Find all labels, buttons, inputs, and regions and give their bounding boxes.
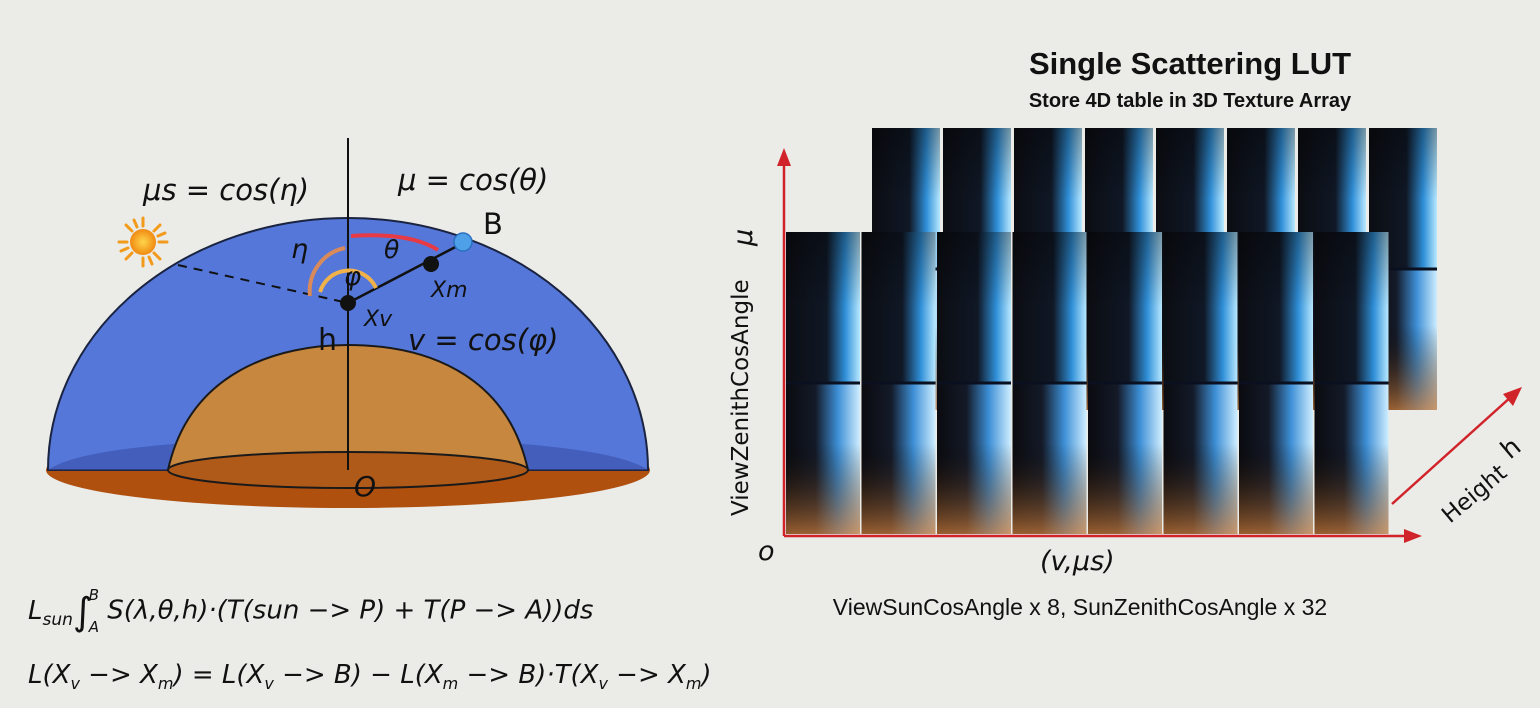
- point-xv: [340, 295, 356, 311]
- eta-arc: [307, 246, 346, 297]
- theta-label: θ: [384, 235, 399, 264]
- view-ray: [347, 240, 466, 305]
- mu-s-label: μs = cos(η): [142, 173, 309, 207]
- point-b-label: B: [483, 207, 503, 241]
- depth-axis-label: Height: [1437, 460, 1512, 529]
- phi-label: φ: [344, 262, 361, 292]
- depth-axis-arrowhead: [1503, 387, 1522, 406]
- integral-body: S(λ,θ,h)·(T(sun −> P) + T(P −> A))ds: [107, 595, 594, 626]
- lut-front-slices: [786, 232, 1389, 534]
- y-axis-symbol: μ: [728, 229, 759, 247]
- origin-label: O: [354, 470, 376, 503]
- atmosphere-diagram: μs = cos(η) μ = cos(θ) B η θ φ Xm Xv h v…: [46, 138, 650, 508]
- y-axis-label: ViewZenithCosAngle: [728, 279, 754, 516]
- depth-axis-symbol: h: [1495, 432, 1527, 466]
- v-label: v = cos(φ): [408, 323, 558, 357]
- eta-label: η: [291, 234, 308, 265]
- lut-diagram: ViewZenithCosAngle μ o (v,μs) Height h: [728, 128, 1527, 577]
- lut-subtitle: Store 4D table in 3D Texture Array: [1028, 90, 1352, 112]
- lut-caption: ViewSunCosAngle x 8, SunZenithCosAngle x…: [832, 594, 1328, 620]
- x-axis-label: (v,μs): [1040, 546, 1115, 577]
- sun-icon: [117, 216, 169, 268]
- x-axis-arrowhead: [1404, 529, 1422, 543]
- xm-label: Xm: [430, 278, 468, 303]
- lut-front-slice: [1239, 232, 1313, 534]
- theta-arc: [350, 233, 440, 252]
- lut-front-slice: [861, 232, 936, 534]
- lut-front-slice: [1163, 232, 1238, 534]
- lut-front-slice: [786, 232, 860, 534]
- integral-equation: Lsun∫ B A S(λ,θ,h)·(T(sun −> P) + T(P −> A…: [28, 586, 594, 636]
- lut-front-slice: [937, 232, 1011, 534]
- sun-direction-line: [177, 264, 349, 304]
- point-xm: [423, 256, 439, 272]
- lut-title: Single Scattering LUT: [1028, 46, 1352, 81]
- lut-front-slice: [1012, 232, 1087, 534]
- transfer-equation: L(Xv −> Xm) = L(Xv −> B) − L(Xm −> B)·T(…: [28, 660, 712, 694]
- origin-o: o: [758, 536, 775, 567]
- phi-arc: [318, 268, 378, 293]
- height-label: h: [318, 323, 337, 358]
- depth-axis: [1391, 395, 1513, 505]
- mu-label: μ = cos(θ): [397, 163, 548, 197]
- lut-front-slice: [1314, 232, 1389, 534]
- lut-front-slice: [1088, 232, 1162, 534]
- xv-label: Xv: [363, 307, 393, 332]
- point-b: [453, 232, 473, 252]
- y-axis-arrowhead: [777, 148, 791, 166]
